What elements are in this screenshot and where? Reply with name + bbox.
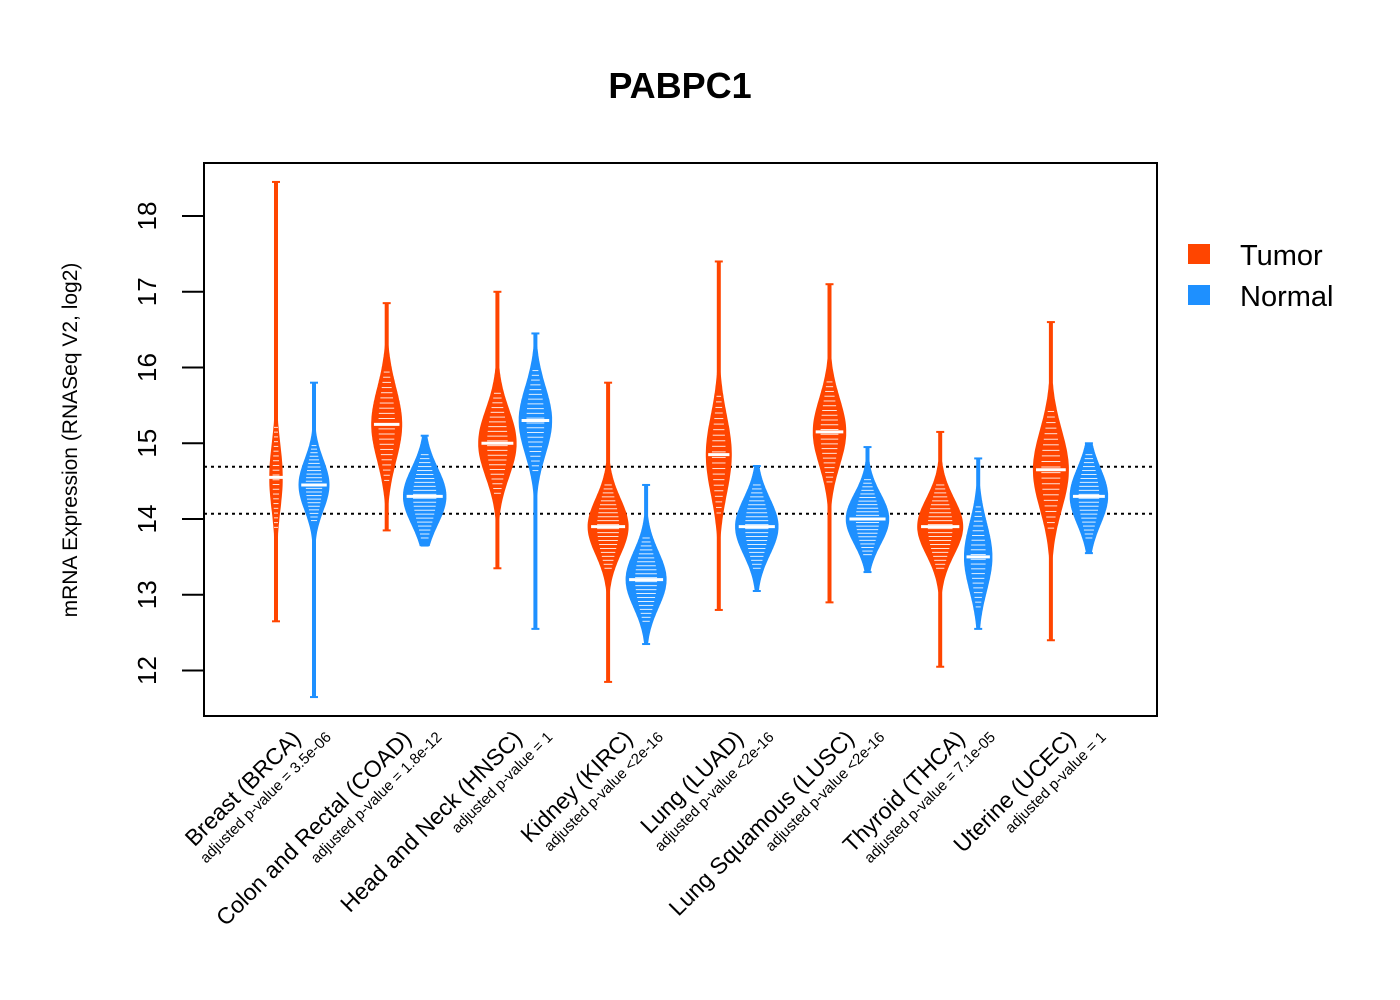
legend-label-normal: Normal [1240, 281, 1333, 313]
normal-violin [518, 332, 553, 630]
tumor-violin [812, 283, 847, 604]
legend-swatch-normal [1188, 285, 1210, 305]
violin-series [267, 180, 1109, 699]
normal-violin [845, 446, 890, 574]
normal-violin [403, 434, 447, 547]
chart-title: PABPC1 [608, 65, 751, 106]
normal-violin [298, 381, 330, 699]
normal-violin [964, 457, 993, 630]
tumor-violin [1032, 321, 1069, 642]
tumor-violin [587, 381, 629, 683]
legend-swatch-tumor [1188, 244, 1210, 264]
y-tick-label: 14 [132, 505, 162, 534]
tumor-violin [371, 302, 403, 532]
tumor-violin [478, 290, 517, 570]
y-tick-label: 16 [132, 353, 162, 382]
normal-violin [625, 483, 667, 646]
x-axis-category-labels: Breast (BRCA)adjusted p-value = 3.5e-06C… [180, 725, 1110, 930]
plot-frame [203, 162, 1158, 717]
y-tick-label: 17 [132, 277, 162, 306]
legend-label-tumor: Tumor [1240, 240, 1323, 272]
legend: Tumor Normal [1188, 240, 1333, 313]
y-tick-label: 12 [132, 656, 162, 685]
normal-violin [735, 465, 779, 593]
y-axis-label: mRNA Expression (RNASeq V2, log2) [59, 263, 82, 618]
tumor-violin [267, 180, 285, 623]
y-tick-label: 18 [132, 202, 162, 231]
y-tick-label: 15 [132, 429, 162, 458]
tumor-violin [705, 260, 732, 611]
y-tick-label: 13 [132, 580, 162, 609]
y-axis: 12 13 14 15 16 17 18 [132, 202, 204, 685]
tumor-violin [917, 430, 964, 668]
normal-violin [1069, 442, 1109, 555]
reference-lines [204, 465, 1157, 515]
